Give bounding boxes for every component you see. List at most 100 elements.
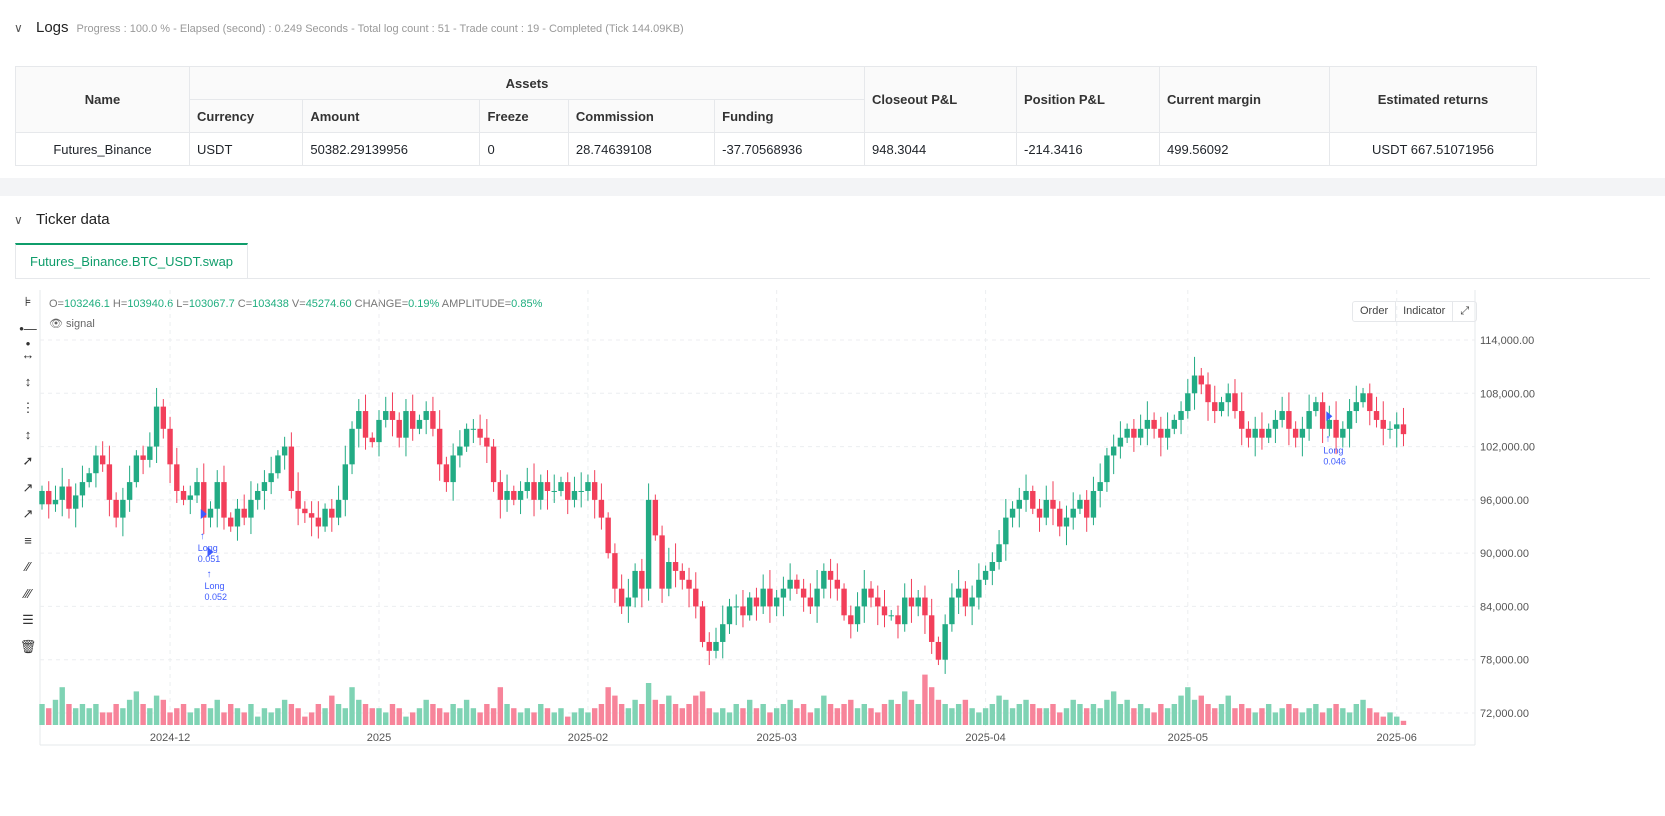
price-line-icon[interactable]: ≡	[24, 532, 32, 548]
volume-bar	[187, 712, 193, 725]
tab-btc-usdt-swap[interactable]: Futures_Binance.BTC_USDT.swap	[15, 243, 249, 278]
volume-bar	[976, 712, 982, 725]
candle-body	[834, 579, 841, 589]
volume-bar	[1158, 704, 1164, 725]
volume-bar	[767, 712, 773, 725]
horizontal-line-icon[interactable]: •—•	[19, 320, 37, 351]
parallel-channel-icon[interactable]: ∕∕	[25, 559, 31, 574]
candle-body	[295, 490, 301, 509]
chevron-down-icon[interactable]: ∨	[14, 213, 23, 227]
candle-body	[524, 482, 530, 491]
volume-bar	[881, 704, 888, 725]
volume-bar	[241, 712, 247, 725]
x-tick-label: 2025-05	[1168, 732, 1208, 744]
candle-body	[436, 428, 443, 465]
volume-bar	[996, 695, 1002, 725]
col-name: Name	[15, 66, 190, 133]
signal-flag-icon	[207, 546, 214, 557]
vertical-line-icon[interactable]: ↕	[24, 426, 32, 442]
candle-body	[827, 570, 834, 580]
candle-body	[450, 455, 456, 483]
candle-body	[281, 446, 288, 456]
volume-bar	[484, 704, 490, 725]
volume-bar	[106, 712, 113, 725]
volume-bar	[1387, 712, 1393, 725]
signal-flag-icon	[1326, 411, 1333, 422]
eye-icon[interactable]: 👁	[49, 318, 63, 330]
volume-bar	[800, 704, 807, 725]
candle-body	[1340, 428, 1346, 438]
volume-bar	[99, 712, 106, 725]
col-assets: Assets	[189, 66, 865, 100]
volume-bar	[942, 704, 948, 725]
candle-body	[706, 641, 712, 651]
candle-body	[228, 517, 234, 527]
volume-bar	[591, 708, 598, 725]
volume-bar	[423, 699, 429, 725]
col-commission: Commission	[567, 99, 716, 133]
candle-body	[1259, 428, 1265, 438]
candle-body	[79, 482, 86, 496]
volume-bar	[1144, 708, 1151, 725]
ticker-header[interactable]: ∨ Ticker data	[14, 211, 110, 228]
ray-line-icon[interactable]: ↗	[22, 479, 34, 495]
order-button[interactable]: Order	[1353, 302, 1397, 321]
volume-bar	[59, 687, 65, 725]
trash-icon[interactable]: 🗑	[19, 638, 37, 654]
volume-bar	[511, 708, 517, 725]
candle-body	[1003, 517, 1009, 545]
logs-header[interactable]: ∨ Logs Progress : 100.0 % - Elapsed (sec…	[14, 19, 684, 36]
volume-bar	[693, 695, 699, 725]
volume-bar	[632, 699, 638, 725]
volume-bar	[153, 695, 160, 725]
fullscreen-icon[interactable]: ⤢	[1460, 305, 1470, 317]
candle-body	[713, 641, 719, 651]
candle-body	[942, 624, 948, 660]
volume-bar	[726, 712, 733, 725]
volume-bar	[659, 704, 665, 725]
signal-legend[interactable]: 👁 signal	[49, 317, 95, 330]
volume-bar	[1299, 712, 1306, 725]
candle-body	[565, 482, 571, 500]
candle-body	[416, 419, 423, 429]
candle-body	[207, 508, 214, 518]
vertical-segment-icon[interactable]: ⋮	[21, 400, 35, 415]
candle-body	[578, 490, 584, 492]
candle-body	[1360, 393, 1366, 403]
candle-body	[962, 588, 969, 607]
y-tick-label: 114,000.00	[1480, 335, 1534, 347]
fib-lines-icon[interactable]: ∕∕∕	[24, 585, 32, 601]
candle-body	[1151, 419, 1157, 429]
candle-body	[484, 437, 490, 447]
volume-bar	[369, 708, 375, 725]
volume-bar	[1191, 699, 1198, 725]
horizontal-ray-icon[interactable]: ⊧	[24, 294, 32, 309]
candle-body	[126, 482, 133, 500]
vertical-ray-icon[interactable]: ↕	[24, 373, 32, 389]
volume-bar	[1070, 699, 1076, 725]
candle-body	[1070, 508, 1076, 518]
indicator-button[interactable]: Indicator	[1396, 302, 1454, 321]
volume-bar	[1232, 708, 1238, 725]
candle-body	[720, 624, 726, 642]
candle-body	[1171, 419, 1178, 429]
volume-bar	[1110, 691, 1117, 725]
chevron-down-icon[interactable]: ∨	[14, 21, 23, 35]
candle-body	[1313, 402, 1319, 412]
candle-body	[841, 588, 847, 616]
volume-bar	[383, 712, 389, 725]
extended-line-icon[interactable]: ↔	[21, 347, 35, 362]
candle-body	[895, 615, 901, 625]
candle-body	[1144, 419, 1151, 429]
candle-body	[740, 606, 746, 616]
volume-bar	[949, 708, 955, 725]
candle-body	[46, 490, 52, 505]
volume-bar	[1198, 695, 1204, 725]
arrow-line-icon[interactable]: ↗	[22, 506, 34, 521]
signal-arrow-icon: ↑	[200, 531, 205, 542]
fib-retracement-icon[interactable]: ☰	[22, 612, 34, 627]
trend-line-icon[interactable]: ➚	[22, 453, 34, 468]
candle-body	[538, 482, 544, 500]
candle-body	[1178, 411, 1184, 420]
